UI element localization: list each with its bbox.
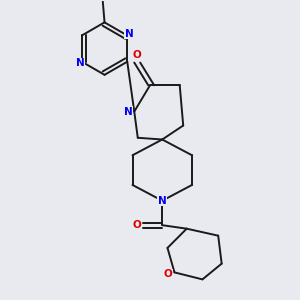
Text: N: N (124, 106, 132, 116)
Text: N: N (124, 29, 134, 39)
Text: O: O (164, 269, 172, 279)
Text: O: O (133, 50, 141, 60)
Text: N: N (158, 196, 167, 206)
Text: O: O (132, 220, 141, 230)
Text: N: N (76, 58, 85, 68)
